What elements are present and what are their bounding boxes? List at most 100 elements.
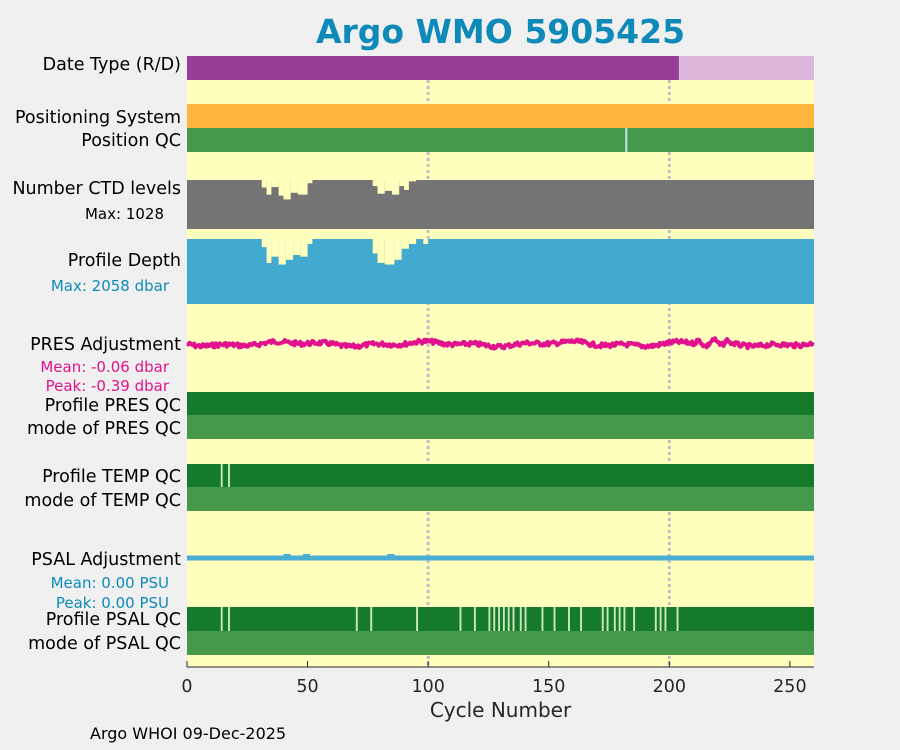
psal-qc-flag-203: [676, 607, 679, 631]
psal-adjustment-blip-2: [387, 554, 395, 558]
profile-depth-dip-4: [285, 239, 294, 260]
mode-psal-qc-bar: [187, 631, 814, 655]
psal-qc-flag-113: [459, 607, 462, 631]
pres-adjustment-mean: Mean: -0.06 dbar: [40, 358, 170, 376]
mode-temp-qc-bar: [187, 487, 814, 511]
psal-qc-flag-147: [541, 607, 544, 631]
psal-adjustment-mean: Mean: 0.00 PSU: [51, 574, 169, 592]
psal-qc-flag-70: [355, 607, 358, 631]
row-label-ctd-levels: Number CTD levels: [12, 179, 181, 199]
temp-qc-flag-17: [227, 464, 230, 487]
psal-qc-flag-179: [618, 607, 621, 631]
row-label-profile-depth: Profile Depth: [68, 251, 181, 271]
psal-qc-flag-177: [613, 607, 616, 631]
profile-depth-dip-11: [394, 239, 402, 260]
ctd-levels-dip-11: [391, 180, 400, 195]
ctd-levels-dip-8: [372, 180, 378, 187]
band-layer: [186, 56, 815, 667]
profile-depth-dip-6: [300, 239, 308, 257]
profile-depth-dip-7: [307, 239, 313, 244]
x-tick-label-200: 200: [653, 677, 686, 697]
ctd-levels-dip-7: [307, 180, 313, 184]
psal-adjustment-blip-1: [302, 554, 310, 558]
row-label-pres-adjustment: PRES Adjustment: [30, 335, 181, 355]
profile-depth-dip-8: [372, 239, 378, 254]
profile-depth-dip-10: [384, 239, 395, 265]
profile-depth-dip-14: [423, 239, 429, 244]
row-label-date-type: Date Type (R/D): [43, 55, 181, 75]
psal-qc-flag-198: [664, 607, 667, 631]
ctd-levels-dip-13: [404, 180, 409, 190]
label-layer: Date Type (R/D) Positioning System Positio…: [12, 55, 181, 654]
footer-text: Argo WHOI 09-Dec-2025: [90, 724, 287, 743]
title-group: Argo WMO 5905425: [316, 12, 685, 51]
x-axis: 0 50 100 150 200 250 Cycle Number: [181, 661, 814, 722]
x-axis-label: Cycle Number: [430, 698, 572, 722]
pres-adjustment-line: [186, 336, 815, 351]
ctd-levels-dip-9: [377, 180, 385, 194]
pres-adjustment-peak: Peak: -0.39 dbar: [46, 377, 170, 395]
psal-adjustment-blip-0: [283, 554, 291, 558]
ctd-levels-dip-4: [283, 180, 291, 200]
psal-qc-flag-158: [568, 607, 570, 631]
psal-qc-flag-174: [606, 607, 609, 631]
profile-depth-dip-5: [293, 239, 301, 256]
ctd-levels-dip-10: [384, 180, 392, 191]
psal-qc-flag-138: [519, 607, 522, 631]
psal-qc-flag-152: [553, 607, 556, 631]
psal-qc-flag-196: [659, 607, 662, 631]
row-label-psal-adjustment: PSAL Adjustment: [31, 550, 181, 570]
x-tick-label-50: 50: [296, 677, 318, 697]
ctd-levels-dip-1: [266, 180, 272, 195]
temp-qc-flag-14: [220, 464, 223, 487]
ctd-levels-dip-3: [278, 180, 284, 196]
ctd-levels-dip-0: [261, 180, 267, 188]
date-type-segment-R: [187, 56, 679, 80]
profile-pres-qc-bar: [187, 392, 814, 415]
psal-adjustment-peak: Peak: 0.00 PSU: [56, 594, 169, 612]
profile-depth-dip-2: [271, 239, 279, 257]
position-qc-bar: [187, 128, 814, 152]
psal-qc-flag-140: [524, 607, 527, 631]
psal-qc-flag-185: [633, 607, 636, 631]
psal-qc-flag-14: [220, 607, 223, 631]
x-tick-label-0: 0: [181, 677, 192, 697]
psal-qc-flag-129: [498, 607, 501, 631]
profile-psal-qc-bar: [187, 607, 814, 631]
ctd-levels-dip-2: [271, 180, 279, 188]
ctd-levels-dip-12: [399, 180, 405, 187]
x-tick-label-250: 250: [773, 677, 806, 697]
ctd-levels-dip-14: [408, 180, 417, 182]
psal-qc-flag-125: [488, 607, 491, 631]
row-label-positioning-system: Positioning System: [15, 108, 181, 128]
psal-qc-flag-133: [507, 607, 510, 631]
x-tick-label-100: 100: [411, 677, 444, 697]
x-tick-label-150: 150: [532, 677, 565, 697]
profile-depth-dip-12: [401, 239, 409, 249]
row-label-mode-psal-qc: mode of PSAL QC: [28, 634, 181, 654]
row-label-position-qc: Position QC: [81, 131, 181, 151]
profile-depth-dip-13: [408, 239, 417, 244]
row-label-profile-pres-qc: Profile PRES QC: [45, 396, 181, 416]
profile-depth-max: Max: 2058 dbar: [51, 277, 170, 295]
psal-qc-flag-76: [370, 607, 373, 631]
psal-qc-flag-163: [580, 607, 583, 631]
row-label-mode-temp-qc: mode of TEMP QC: [24, 491, 181, 511]
profile-temp-qc-bar: [187, 464, 814, 487]
psal-qc-flag-95: [416, 607, 419, 631]
psal-qc-flag-194: [654, 607, 657, 631]
plot-background: [187, 56, 814, 667]
psal-qc-flag-172: [601, 607, 604, 631]
row-label-mode-pres-qc: mode of PRES QC: [27, 419, 181, 439]
row-label-profile-temp-qc: Profile TEMP QC: [42, 467, 181, 487]
ctd-levels-dip-6: [297, 180, 308, 195]
psal-qc-flag-135: [512, 607, 515, 631]
psal-qc-flag-119: [473, 607, 476, 631]
position-qc-flag-182: [625, 128, 628, 152]
psal-qc-flag-181: [623, 607, 626, 631]
ctd-levels-dip-5: [290, 180, 298, 193]
mode-pres-qc-bar: [187, 415, 814, 439]
psal-qc-flag-127: [493, 607, 496, 631]
psal-qc-flag-17: [227, 607, 230, 631]
